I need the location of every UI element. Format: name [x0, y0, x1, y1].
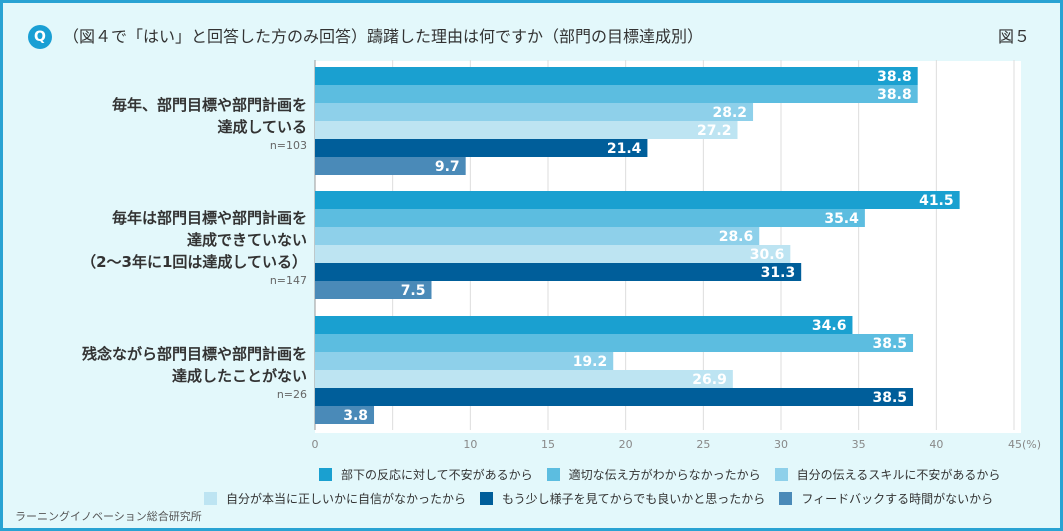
bar: [315, 281, 432, 299]
legend-row: 自分が本当に正しいかに自信がなかったから もう少し様子を見てからでも良いかと思った…: [204, 486, 1039, 510]
legend-label: 自分の伝えるスキルに不安があるから: [796, 467, 1001, 482]
legend-item: 部下の反応に対して不安があるから: [319, 466, 533, 483]
bar-value-label: 38.8: [877, 87, 912, 103]
legend-item: もう少し様子を見てからでも良いかと思ったから: [480, 490, 765, 507]
bar: [315, 406, 375, 424]
bar: [315, 209, 865, 227]
category-label-line: 達成できていない: [186, 231, 307, 249]
x-tick-label: 15: [541, 438, 555, 451]
bar: [315, 263, 802, 281]
bar: [315, 67, 918, 85]
bar-value-label: 30.6: [750, 247, 785, 263]
bar-value-label: 38.8: [877, 69, 912, 85]
bar-value-label: 7.5: [401, 283, 426, 299]
bar: [315, 191, 960, 209]
bar-value-label: 28.2: [712, 105, 747, 121]
x-tick-label: 0: [312, 438, 319, 451]
bar-value-label: 26.9: [692, 372, 727, 388]
category-label: 残念ながら部門目標や部門計画を達成したことがない n=26: [82, 343, 307, 403]
figure-label: 図５: [997, 27, 1030, 46]
bar-value-label: 27.2: [697, 123, 732, 139]
bar-value-label: 38.5: [872, 390, 907, 406]
legend-label: もう少し様子を見てからでも良いかと思ったから: [502, 491, 766, 506]
bar-value-label: 34.6: [812, 318, 847, 334]
sample-size: n=103: [269, 139, 307, 152]
legend-item: フィードバックする時間がないから: [779, 490, 993, 507]
bar: [315, 334, 914, 352]
legend-swatch: [546, 467, 560, 481]
bar-value-label: 28.6: [719, 229, 754, 245]
bar-value-label: 9.7: [435, 159, 460, 175]
x-tick-label: 25: [696, 438, 710, 451]
category-label-line: 毎年、部門目標や部門計画を: [111, 96, 307, 114]
x-tick-label: 20: [619, 438, 633, 451]
legend-swatch: [480, 491, 494, 505]
bar-value-label: 38.5: [872, 336, 907, 352]
legend-swatch: [319, 467, 332, 481]
legend-label: 部下の反応に対して不安があるから: [341, 467, 533, 482]
footer-credit: ラーニングイノベーション総合研究所: [15, 510, 202, 523]
legend-swatch: [779, 491, 793, 505]
bar: [315, 370, 733, 388]
legend-label: フィードバックする時間がないから: [801, 491, 994, 506]
bar: [315, 245, 791, 263]
bar-value-label: 3.8: [343, 408, 368, 424]
legend-swatch: [204, 491, 217, 505]
legend-item: 自分が本当に正しいかに自信がなかったから: [204, 490, 466, 507]
x-tick-label: 10: [463, 438, 477, 451]
sample-size: n=147: [269, 274, 307, 287]
question-icon: Q: [28, 25, 52, 49]
bar: [315, 157, 466, 175]
x-tick-label: 35: [852, 438, 866, 451]
legend-swatch: [774, 467, 788, 481]
bar: [315, 85, 918, 103]
bar-value-label: 35.4: [824, 211, 859, 227]
bar-value-label: 41.5: [919, 193, 954, 209]
legend-item: 自分の伝えるスキルに不安があるから: [774, 466, 1001, 483]
legend: 部下の反応に対して不安があるから 適切な伝え方がわからなかったから 自分の伝えるスキ…: [204, 462, 1039, 510]
x-tick-label: 40: [929, 438, 943, 451]
category-label-line: 毎年は部門目標や部門計画を: [111, 209, 307, 227]
legend-label: 自分が本当に正しいかに自信がなかったから: [226, 491, 467, 506]
bar: [315, 352, 614, 370]
legend-label: 適切な伝え方がわからなかったから: [568, 467, 761, 482]
legend-item: 適切な伝え方がわからなかったから: [546, 466, 761, 483]
category-label-line: （2～3年に1回は達成している）: [81, 253, 307, 271]
bar: [315, 103, 754, 121]
category-label: 毎年は部門目標や部門計画を達成できていない （2～3年に1回は達成している） n=1…: [81, 207, 307, 289]
category-label-line: 達成している: [217, 118, 307, 136]
category-label-line: 残念ながら部門目標や部門計画を: [81, 345, 307, 363]
bar: [315, 121, 738, 139]
bar: [315, 227, 760, 245]
x-tick-label: 45(%): [1008, 438, 1041, 451]
category-label: 毎年、部門目標や部門計画を達成している n=103: [112, 94, 307, 154]
legend-row: 部下の反応に対して不安があるから 適切な伝え方がわからなかったから 自分の伝えるスキ…: [319, 462, 1039, 486]
category-label-line: 達成したことがない: [171, 367, 307, 385]
bar: [315, 388, 914, 406]
bar: [315, 316, 853, 334]
x-tick-label: 30: [774, 438, 788, 451]
bar-value-label: 31.3: [761, 265, 796, 281]
bar-value-label: 21.4: [607, 141, 642, 157]
sample-size: n=26: [276, 388, 307, 401]
bar: [315, 139, 648, 157]
chart-title: （図４で「はい」と回答した方のみ回答）躊躇した理由は何ですか（部門の目標達成別）: [63, 27, 704, 46]
bar-value-label: 19.2: [573, 354, 608, 370]
